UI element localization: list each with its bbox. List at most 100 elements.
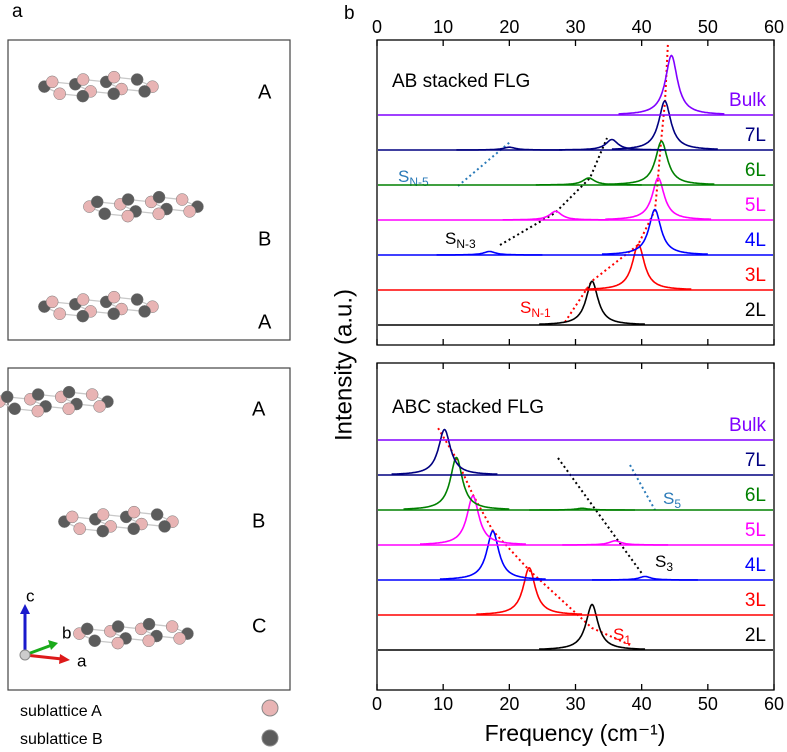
series-label: 4L <box>745 555 766 576</box>
atom <box>76 73 90 86</box>
atom <box>53 87 66 100</box>
atom <box>76 293 90 306</box>
annotation-text: S <box>520 298 531 317</box>
annotation-sub: 5 <box>674 497 681 511</box>
annotation: S3 <box>655 552 673 574</box>
atom <box>53 307 66 320</box>
x-tick-label: 60 <box>764 694 784 714</box>
atom <box>85 388 99 401</box>
atom <box>76 89 90 103</box>
peak <box>539 280 645 325</box>
annotation-sub: 1 <box>624 633 631 647</box>
atom <box>130 293 144 306</box>
series-label: 4L <box>745 230 766 251</box>
lattice-layer <box>58 505 179 538</box>
series-label: 2L <box>745 625 766 646</box>
x-tick-label: 10 <box>433 694 453 714</box>
annotation: S1 <box>613 625 631 647</box>
atom <box>183 205 196 218</box>
annotation-sub: N-5 <box>409 175 429 189</box>
atom <box>107 307 120 321</box>
peak <box>436 250 543 256</box>
x-tick-label: 0 <box>372 17 382 37</box>
atom <box>93 400 106 413</box>
layer-label: A <box>258 311 272 333</box>
axis-name: b <box>62 623 71 642</box>
layer-label: A <box>258 81 272 103</box>
annotation: SN-3 <box>445 229 476 251</box>
atom <box>96 508 110 521</box>
atom <box>88 634 101 647</box>
peak <box>391 428 498 475</box>
annotation: SN-1 <box>520 298 551 320</box>
atom <box>80 622 94 636</box>
peak <box>538 603 646 650</box>
axes-triad <box>19 604 70 664</box>
layer-label: A <box>252 398 266 420</box>
y-axis-label: Intensity (a.u.) <box>330 289 357 441</box>
peak <box>403 456 510 510</box>
atom <box>152 190 166 204</box>
x-tick-label: 0 <box>372 694 382 714</box>
layer-label: C <box>252 615 266 637</box>
peak <box>611 100 718 150</box>
plot-title: ABC stacked FLG <box>392 397 544 418</box>
peak <box>439 530 546 580</box>
atom <box>107 70 121 84</box>
peak <box>502 210 609 221</box>
atom <box>130 73 144 86</box>
legend-swatch <box>261 699 279 717</box>
annotation-sub: 3 <box>666 560 673 574</box>
atom <box>0 390 14 404</box>
annotation-sub: N-1 <box>531 306 551 320</box>
x-tick-label: 30 <box>565 17 585 37</box>
guide-lines <box>437 41 669 646</box>
peak <box>559 138 665 151</box>
atom <box>121 193 135 206</box>
x-tick-label: 30 <box>565 694 585 714</box>
axis-name: c <box>26 586 35 605</box>
peak <box>529 507 635 511</box>
layer-label: B <box>252 510 265 532</box>
atom <box>73 522 86 535</box>
x-tick-label: 20 <box>499 17 519 37</box>
series-label: 5L <box>745 195 766 216</box>
atom <box>111 636 125 650</box>
peak <box>601 208 708 255</box>
axis-name: a <box>77 651 87 670</box>
panel-label: a <box>12 1 23 22</box>
series-label: 7L <box>745 450 766 471</box>
series-label: 5L <box>745 520 766 541</box>
atom <box>62 385 76 399</box>
peak <box>585 243 692 290</box>
atom <box>158 520 171 533</box>
lattice-layer <box>83 190 204 223</box>
annotation: S5 <box>663 489 681 511</box>
legend-swatch <box>261 729 279 747</box>
legend-label: sublattice B <box>20 731 103 748</box>
peak <box>618 54 725 115</box>
series-label: 7L <box>745 125 766 146</box>
x-tick-label: 40 <box>632 17 652 37</box>
series-label: Bulk <box>729 415 766 436</box>
series-label: 6L <box>745 485 766 506</box>
lattice-layer <box>73 617 194 650</box>
atom <box>62 402 75 416</box>
atom <box>8 402 21 415</box>
annotation-text: S <box>398 167 409 186</box>
atom <box>127 505 141 519</box>
layer-label: B <box>258 228 271 250</box>
atom <box>107 87 120 101</box>
atom <box>107 290 121 304</box>
panel-box <box>7 367 291 691</box>
atom <box>65 510 79 524</box>
x-axis-label: Frequency (cm⁻¹) <box>485 720 666 746</box>
x-tick-label: 40 <box>632 694 652 714</box>
lattice-layer <box>38 290 159 323</box>
series-label: 6L <box>745 160 766 181</box>
annotation-text: S <box>445 229 456 248</box>
peak <box>476 566 583 615</box>
atom <box>127 522 140 536</box>
